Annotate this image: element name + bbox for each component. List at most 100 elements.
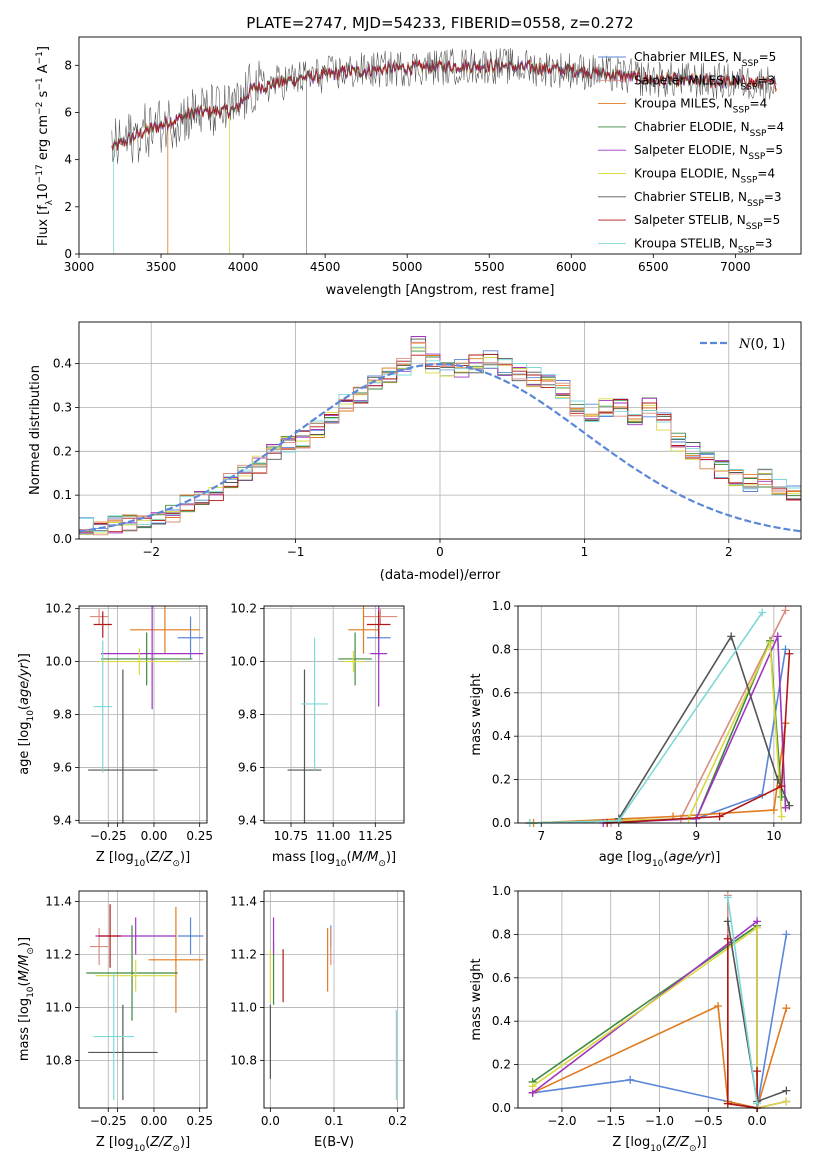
label-part: Flux [f: [36, 205, 51, 246]
x-axis-label: Z [log10(Z/Z⊙)]: [612, 1135, 706, 1154]
y-tick-label: 9.4: [238, 813, 257, 827]
histogram-kroupa-miles: [79, 342, 801, 531]
label-part: Chabrier STELIB, N: [634, 190, 747, 204]
y-tick-label: 0.3: [53, 400, 72, 414]
label-part: mass [log: [272, 850, 335, 865]
label-part: A: [36, 64, 51, 77]
label-part: )]: [386, 850, 396, 865]
weight-marker: [782, 930, 791, 939]
label-part: 10: [134, 1144, 146, 1154]
label-part: age/yr: [668, 850, 711, 865]
y-tick-label: 0.4: [492, 1014, 511, 1028]
y-tick-label: 0.6: [492, 686, 511, 700]
label-part: ⊙: [26, 947, 36, 955]
legend-label: Chabrier MILES, NSSP=5: [634, 50, 776, 69]
label-part: )]: [17, 653, 32, 663]
y-tick-label: 11.2: [230, 948, 257, 962]
y-tick-label: 0.4: [53, 357, 72, 371]
label-part: s: [36, 90, 51, 101]
x-tick-label: −1: [287, 545, 305, 559]
x-tick-label: −1.5: [596, 1114, 625, 1128]
label-part: ⊙: [689, 1144, 697, 1154]
y-tick-label: 0.0: [492, 1101, 511, 1115]
y-tick-label: 9.8: [238, 708, 257, 722]
label-part: −2: [35, 102, 45, 115]
label-part: )]: [697, 1135, 707, 1150]
label-part: )]: [710, 850, 720, 865]
weight-marker: [782, 1097, 791, 1106]
label-part: =4: [750, 97, 768, 111]
label-part: 10: [650, 1144, 662, 1154]
y-tick-label: 11.4: [230, 895, 257, 909]
legend-label: Salpeter ELODIE, NSSP=5: [634, 143, 783, 162]
y-axis-label: mass weight: [469, 673, 484, 755]
label-part: λ: [45, 199, 55, 205]
label-part: ⊙: [172, 1144, 180, 1154]
plot-area: [86, 904, 204, 1101]
y-axis-label: mass [log10(M/M⊙)]: [17, 937, 36, 1061]
x-tick-label: 0.25: [186, 1114, 213, 1128]
x-axis-label: mass [log10(M/M⊙)]: [272, 850, 396, 869]
label-part: Kroupa STELIB, N: [634, 236, 738, 250]
x-tick-label: 0.0: [261, 1114, 280, 1128]
label-part: M/M: [352, 850, 379, 865]
x-tick-label: 9: [693, 829, 701, 843]
label-part: )]: [180, 850, 190, 865]
histogram-chabrier-elodie: [79, 350, 801, 532]
plot-area: [528, 891, 791, 1112]
y-tick-label: 1.0: [492, 599, 511, 613]
mass-vs-ebv-panel: 0.0 0.1 0.2 10.8 11.0 11.2 11.4 E(B-V): [230, 890, 407, 1150]
weight-line-kroupa-miles: [533, 723, 787, 824]
y-tick-label: 0.1: [53, 488, 72, 502]
y-tick-label: 9.6: [238, 760, 257, 774]
label-part: (: [17, 705, 32, 710]
legend-label: N(0, 1): [738, 337, 785, 352]
label-part: (: [145, 850, 150, 865]
label-part: Kroupa MILES, N: [634, 97, 733, 111]
weight-marker: [785, 649, 794, 658]
label-part: )]: [17, 937, 32, 947]
y-axis-label: Flux [fλ10−17 erg cm−2 s−1 A−1]: [35, 46, 55, 246]
x-tick-label: 6000: [556, 260, 587, 274]
weight-line-kroupa-elodie: [529, 642, 783, 824]
x-tick-label: −0.25: [90, 829, 127, 843]
label-part: (0, 1): [750, 337, 785, 352]
label-part: Kroupa ELODIE, N: [634, 167, 741, 181]
label-part: (: [145, 1135, 150, 1150]
label-part: −1: [35, 77, 45, 90]
y-tick-label: 10.8: [45, 1053, 72, 1067]
label-part: ⊙: [378, 859, 386, 869]
label-part: 10: [652, 859, 664, 869]
label-part: Z/Z: [666, 1135, 690, 1150]
y-tick-label: 11.0: [45, 1000, 72, 1014]
x-axis-label: E(B-V): [314, 1135, 354, 1150]
label-part: −17: [35, 164, 45, 183]
y-tick-label: 10.8: [230, 1053, 257, 1067]
label-part: Z/Z: [149, 850, 173, 865]
plot-area: [269, 917, 397, 1101]
label-part: −1: [35, 51, 45, 64]
x-axis-label: age [log10(age/yr)]: [599, 850, 721, 869]
label-part: (: [17, 981, 32, 986]
spectrum-panel: 3000 3500 4000 4500 5000 5500 6000 6500 7000 0 2 4 6…: [35, 14, 802, 298]
label-part: =3: [764, 190, 782, 204]
label-part: Chabrier MILES, N: [634, 50, 742, 64]
x-tick-label: −0.25: [90, 1114, 127, 1128]
label-part: SSP: [738, 245, 755, 255]
x-tick-label: 0.2: [388, 1114, 407, 1128]
weight-marker: [723, 1099, 732, 1108]
weight-marker: [777, 782, 786, 791]
label-part: )]: [180, 1135, 190, 1150]
y-tick-label: 0.8: [492, 642, 511, 656]
y-tick-label: 8: [64, 58, 72, 72]
x-tick-label: 0.00: [141, 1114, 168, 1128]
label-part: ⊙: [172, 859, 180, 869]
y-tick-label: 0.2: [492, 1058, 511, 1072]
y-tick-label: 10.2: [45, 602, 72, 616]
x-tick-label: −2: [142, 545, 160, 559]
label-part: =5: [763, 213, 781, 227]
weight-line-chabrier-stelib: [618, 634, 791, 820]
